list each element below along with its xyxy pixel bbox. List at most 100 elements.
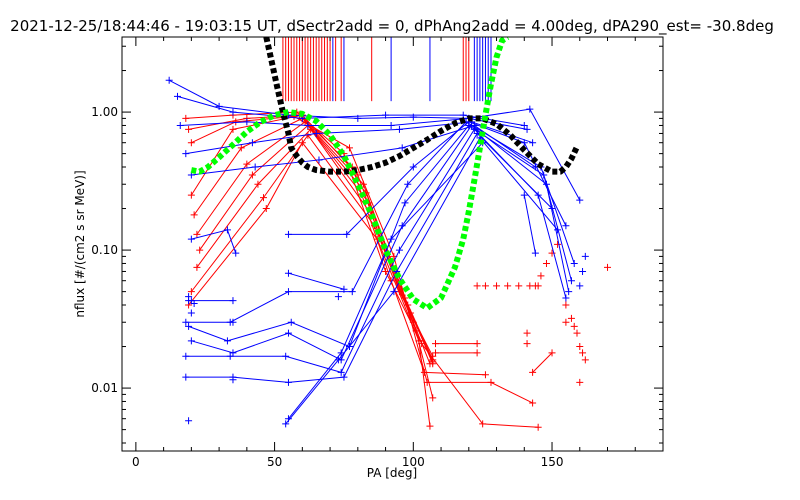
- blue-data-point: [390, 288, 398, 296]
- blue-data-point: [540, 171, 548, 179]
- blue-data-point: [468, 121, 476, 129]
- green-model-curve: [190, 37, 510, 312]
- red-data-point: [187, 288, 195, 296]
- y-tick-label: 1.00: [91, 105, 118, 119]
- blue-distribution-line: [191, 124, 570, 361]
- red-data-point: [548, 349, 556, 357]
- blue-data-point: [284, 415, 292, 423]
- plot-frame: [121, 36, 664, 452]
- blue-data-point: [348, 288, 356, 296]
- red-data-point: [423, 378, 431, 386]
- blue-data-point: [284, 269, 292, 277]
- blue-data-point: [523, 125, 531, 133]
- blue-data-point: [165, 76, 173, 84]
- axes: 0 50 100 150 0.01 0.10 1.00: [91, 37, 663, 469]
- red-data-point: [579, 349, 587, 357]
- blue-data-point: [284, 288, 292, 296]
- red-data-point: [248, 171, 256, 179]
- y-tick-label: 0.10: [91, 243, 118, 257]
- red-data-point: [567, 314, 575, 322]
- blue-data-point: [312, 129, 320, 137]
- blue-data-point: [187, 337, 195, 345]
- blue-data-point: [576, 282, 584, 290]
- red-data-point: [307, 125, 315, 133]
- black-model-curve: [263, 37, 580, 175]
- blue-data-point: [531, 249, 539, 257]
- blue-data-point: [334, 293, 342, 301]
- red-data-point: [187, 139, 195, 147]
- blue-data-point: [570, 259, 578, 267]
- blue-data-point: [337, 368, 345, 376]
- red-data-point: [576, 343, 584, 351]
- blue-data-point: [340, 285, 348, 293]
- blue-data-point: [565, 288, 573, 296]
- red-data-point: [562, 318, 570, 326]
- blue-data-point: [404, 180, 412, 188]
- red-data-point: [432, 349, 440, 357]
- blue-data-point: [284, 230, 292, 238]
- blue-data-point: [232, 249, 240, 257]
- red-data-point: [534, 423, 542, 431]
- blue-data-point: [340, 373, 348, 381]
- blue-distribution-line: [177, 95, 525, 126]
- red-data-point: [262, 205, 270, 213]
- red-data-point: [570, 322, 578, 330]
- blue-data-point: [223, 337, 231, 345]
- plot-area: [165, 37, 612, 431]
- blue-data-point: [190, 300, 198, 308]
- blue-data-point: [579, 267, 587, 275]
- blue-data-point: [315, 156, 323, 164]
- blue-data-point: [185, 417, 193, 425]
- red-data-point: [534, 282, 542, 290]
- red-data-point: [254, 180, 262, 188]
- blue-distribution-line: [288, 142, 484, 420]
- red-data-point: [182, 114, 190, 122]
- blue-data-point: [284, 378, 292, 386]
- blue-data-point: [287, 318, 295, 326]
- red-data-point: [432, 340, 440, 348]
- red-data-point: [237, 144, 245, 152]
- red-data-point: [196, 246, 204, 254]
- blue-data-point: [526, 105, 534, 113]
- red-data-point: [429, 394, 437, 402]
- red-data-point: [229, 125, 237, 133]
- x-tick-label: 0: [132, 455, 140, 469]
- blue-data-point: [229, 376, 237, 384]
- red-data-point: [243, 160, 251, 168]
- blue-data-point: [554, 226, 562, 234]
- blue-data-point: [226, 352, 234, 360]
- blue-data-point: [401, 199, 409, 207]
- blue-data-point: [576, 196, 584, 204]
- blue-data-point: [395, 125, 403, 133]
- red-data-point: [259, 194, 267, 202]
- blue-data-point: [182, 318, 190, 326]
- red-data-point: [554, 240, 562, 248]
- blue-data-point: [520, 121, 528, 129]
- data-series: [165, 37, 612, 431]
- red-data-point: [537, 272, 545, 280]
- red-data-point: [548, 249, 556, 257]
- blue-data-point: [529, 139, 537, 147]
- y-axis-label: nflux [#/(cm2 s sr MeV)]: [73, 170, 87, 317]
- blue-data-point: [304, 121, 312, 129]
- red-data-point: [426, 422, 434, 430]
- red-data-point: [426, 360, 434, 368]
- blue-data-point: [223, 226, 231, 234]
- x-tick-label: 100: [402, 455, 425, 469]
- vertical-tick-marks: [282, 37, 492, 102]
- red-data-point: [573, 329, 581, 337]
- red-distribution-line: [188, 141, 431, 427]
- blue-data-point: [567, 277, 575, 285]
- blue-data-point: [284, 329, 292, 337]
- red-distribution-line: [532, 352, 553, 373]
- red-data-point: [187, 191, 195, 199]
- blue-data-point: [520, 191, 528, 199]
- red-data-point: [515, 282, 523, 290]
- red-data-point: [190, 211, 198, 219]
- blue-data-point: [185, 322, 193, 330]
- blue-data-point: [229, 108, 237, 116]
- blue-distribution-line: [523, 195, 536, 254]
- blue-distribution-line: [288, 121, 567, 235]
- red-data-point: [298, 139, 306, 147]
- red-distribution-line: [185, 111, 539, 428]
